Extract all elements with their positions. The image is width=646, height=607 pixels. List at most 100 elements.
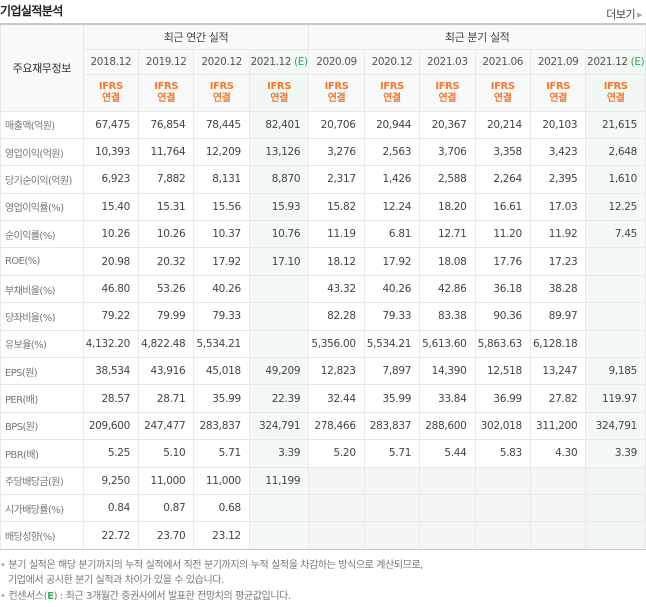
annual-value: 22.39 — [248, 384, 310, 413]
quarterly-value: 20,367 — [419, 110, 476, 139]
estimate-mark: (E) — [630, 55, 645, 68]
quarterly-value — [308, 521, 365, 550]
row-label: 매출액(억원) — [0, 110, 84, 139]
annual-value: 53.26 — [138, 274, 195, 304]
quarterly-value — [363, 493, 421, 523]
quarterly-value: 2,317 — [308, 165, 365, 194]
quarterly-value: 21,615 — [585, 110, 646, 139]
quarterly-value — [308, 493, 365, 523]
quarterly-value: 17.76 — [474, 247, 531, 276]
quarterly-value: 12,518 — [474, 357, 531, 386]
table-row: BPS(원) 209,600 247,477 283,837 324,791 278,46… — [0, 411, 646, 441]
annual-value: 79.99 — [138, 302, 195, 331]
quarterly-value: 119.97 — [585, 384, 646, 413]
period-header: 2019.12 — [138, 48, 195, 75]
accounting-label: IFRS 연결 — [363, 73, 421, 112]
annual-value: 17.92 — [193, 247, 250, 276]
annual-value: 3.39 — [248, 439, 310, 468]
quarterly-value: 4.30 — [529, 439, 587, 468]
quarterly-value: 14,390 — [419, 357, 476, 386]
table-row: 영업이익(억원) 10,393 11,764 12,209 13,126 3,276 2,5… — [0, 137, 646, 167]
annual-value: 0.87 — [138, 493, 195, 523]
quarterly-value — [585, 247, 646, 276]
quarterly-value — [585, 466, 646, 495]
row-label: 영업이익(억원) — [0, 137, 84, 167]
quarterly-value — [529, 466, 587, 495]
annual-value: 45,018 — [193, 357, 250, 386]
chevron-right-icon: ▶ — [637, 11, 642, 19]
period-header-row: 2018.12 2019.12 2020.12 2021.12 (E) 2020.09 2… — [1, 48, 646, 75]
annual-value: 0.84 — [82, 493, 140, 523]
quarterly-value: 6,128.18 — [529, 329, 587, 359]
table-row: ROE(%) 20.98 20.32 17.92 17.10 18.12 17.92 18.0… — [0, 247, 646, 276]
quarterly-value: 3,276 — [308, 137, 365, 167]
annual-value: 78,445 — [193, 110, 250, 139]
quarterly-value: 20,706 — [308, 110, 365, 139]
row-label: ROE(%) — [0, 247, 84, 276]
table-row: EPS(원) 38,534 43,916 45,018 49,209 12,823 7,89… — [0, 357, 646, 386]
table-row: PBR(배) 5.25 5.10 5.71 3.39 5.20 5.71 5.44 5.83 4.… — [0, 439, 646, 468]
quarterly-value — [474, 466, 531, 495]
quarterly-value: 9,185 — [585, 357, 646, 386]
annual-value: 8,870 — [248, 165, 310, 194]
annual-value: 20.98 — [82, 247, 140, 276]
quarterly-value: 17.03 — [529, 192, 587, 222]
annual-value — [248, 329, 310, 359]
table-row: 부채비율(%) 46.80 53.26 40.26 43.32 40.26 42.86 36.… — [0, 274, 646, 304]
quarterly-value: 288,600 — [419, 411, 476, 441]
accounting-header-row: IFRS 연결 IFRS 연결 IFRS 연결 IFRS 연결 IFRS 연결 IFRS 연결 IFRS… — [1, 73, 646, 112]
period-header: 2021.06 — [474, 48, 531, 75]
quarterly-value: 32.44 — [308, 384, 365, 413]
annual-value: 0.68 — [193, 493, 250, 523]
annual-value: 5.71 — [193, 439, 250, 468]
quarterly-value — [419, 466, 476, 495]
annual-value: 12,209 — [193, 137, 250, 167]
quarterly-value — [474, 521, 531, 550]
financial-summary-table: 주요재무정보 최근 연간 실적 최근 분기 실적 2018.12 2019.12 2… — [0, 23, 646, 550]
quarterly-value — [308, 466, 365, 495]
annual-value: 247,477 — [138, 411, 195, 441]
quarterly-value: 2,563 — [363, 137, 421, 167]
quarterly-value: 18.08 — [419, 247, 476, 276]
quarterly-value: 3,706 — [419, 137, 476, 167]
quarterly-value: 79.33 — [363, 302, 421, 331]
annual-value — [248, 302, 310, 331]
quarterly-value — [363, 521, 421, 550]
accounting-label: IFRS 연결 — [138, 73, 195, 112]
quarterly-value — [363, 466, 421, 495]
period-header: 2021.12 (E) — [585, 48, 646, 75]
period-header: 2020.12 — [193, 48, 250, 75]
annual-value: 6,923 — [82, 165, 140, 194]
quarterly-value: 11.19 — [308, 220, 365, 249]
annual-value: 11,764 — [138, 137, 195, 167]
annual-value: 4,822.48 — [138, 329, 195, 359]
annual-value: 209,600 — [82, 411, 140, 441]
annual-value: 283,837 — [193, 411, 250, 441]
annual-value: 11,199 — [248, 466, 310, 495]
row-label: BPS(원) — [0, 411, 84, 441]
accounting-label: IFRS 연결 — [82, 73, 140, 112]
annual-value: 11,000 — [138, 466, 195, 495]
row-label: 순이익률(%) — [0, 220, 84, 249]
estimate-mark: E — [47, 590, 54, 602]
accounting-label: IFRS 연결 — [248, 73, 310, 112]
row-label: PBR(배) — [0, 439, 84, 468]
quarterly-value: 7,897 — [363, 357, 421, 386]
quarterly-value: 283,837 — [363, 411, 421, 441]
table-body: 매출액(억원) 67,475 76,854 78,445 82,401 20,706 20,… — [0, 110, 646, 550]
annual-value — [248, 274, 310, 304]
quarterly-value: 38.28 — [529, 274, 587, 304]
quarterly-value: 5.20 — [308, 439, 365, 468]
quarterly-value: 42.86 — [419, 274, 476, 304]
quarterly-group-header: 최근 분기 실적 — [308, 23, 646, 50]
annual-value: 82,401 — [248, 110, 310, 139]
annual-value: 15.56 — [193, 192, 250, 222]
period-header: 2018.12 — [82, 48, 140, 75]
table-row: 주당배당금(원) 9,250 11,000 11,000 11,199 — [0, 466, 646, 495]
annual-value: 10,393 — [82, 137, 140, 167]
more-link[interactable]: 더보기 ▶ — [606, 6, 642, 22]
period-header: 2020.09 — [308, 48, 365, 75]
accounting-label: IFRS 연결 — [193, 73, 250, 112]
row-label: 시가배당률(%) — [0, 493, 84, 523]
quarterly-value: 1,426 — [363, 165, 421, 194]
